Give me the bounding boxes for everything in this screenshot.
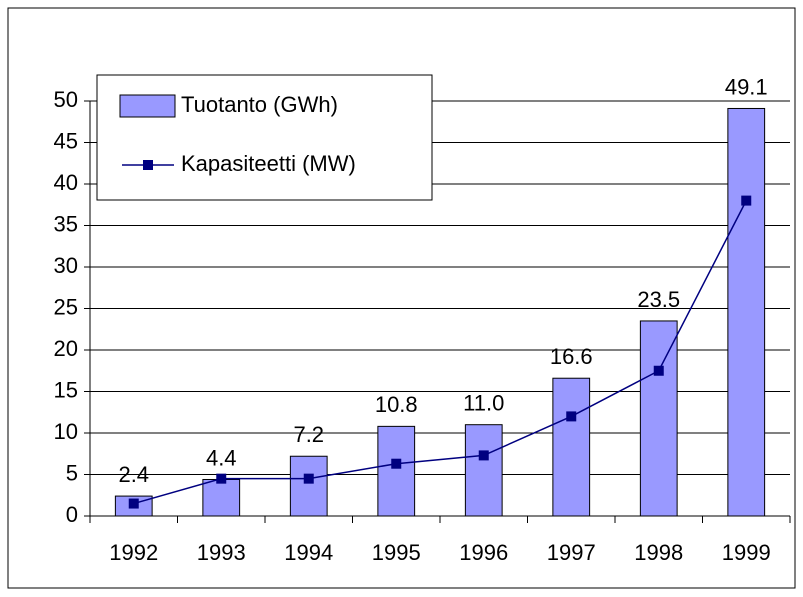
x-tick-label: 1996: [459, 540, 508, 565]
x-tick-label: 1995: [372, 540, 421, 565]
y-tick-label: 25: [54, 294, 78, 319]
x-tick-label: 1999: [722, 540, 771, 565]
data-label: 49.1: [725, 74, 768, 99]
x-tick-label: 1994: [284, 540, 333, 565]
y-tick-label: 10: [54, 419, 78, 444]
line: [133, 200, 747, 505]
y-tick-label: 40: [54, 170, 78, 195]
x-tick-label: 1998: [634, 540, 683, 565]
bar: [639, 320, 678, 517]
y-tick-label: 30: [54, 253, 78, 278]
line-marker: [741, 195, 752, 206]
line-marker: [566, 411, 577, 422]
data-label: 10.8: [375, 392, 418, 417]
legend-label: Tuotanto (GWh): [181, 92, 338, 117]
x-tick-label: 1997: [547, 540, 596, 565]
line-marker: [303, 473, 314, 484]
line-marker: [216, 473, 227, 484]
data-label: 11.0: [463, 391, 504, 416]
y-tick-label: 35: [54, 211, 78, 236]
y-tick-label: 45: [54, 128, 78, 153]
bar: [377, 425, 416, 517]
y-tick-label: 20: [54, 336, 78, 361]
x-tick-label: 1993: [197, 540, 246, 565]
bar: [727, 107, 766, 517]
line-marker: [391, 458, 402, 469]
data-label: 16.6: [550, 344, 593, 369]
legend-marker: [143, 160, 153, 170]
bar: [464, 424, 503, 517]
bar: [552, 377, 591, 517]
data-label: 4.4: [206, 445, 237, 470]
y-tick-label: 15: [54, 377, 78, 402]
x-tick-label: 1992: [109, 540, 158, 565]
data-label: 2.4: [118, 462, 149, 487]
data-label: 7.2: [293, 422, 324, 447]
legend-swatch: [119, 94, 176, 118]
bar: [202, 478, 241, 517]
y-tick-label: 0: [66, 502, 78, 527]
y-tick-label: 50: [54, 87, 78, 112]
line-marker: [478, 450, 489, 461]
line-marker: [653, 365, 664, 376]
y-tick-label: 5: [66, 460, 78, 485]
line-marker: [128, 498, 139, 509]
bar: [289, 455, 328, 517]
legend-label: Kapasiteetti (MW): [181, 151, 356, 176]
data-label: 23.5: [637, 287, 680, 312]
legend-box: [96, 74, 433, 201]
